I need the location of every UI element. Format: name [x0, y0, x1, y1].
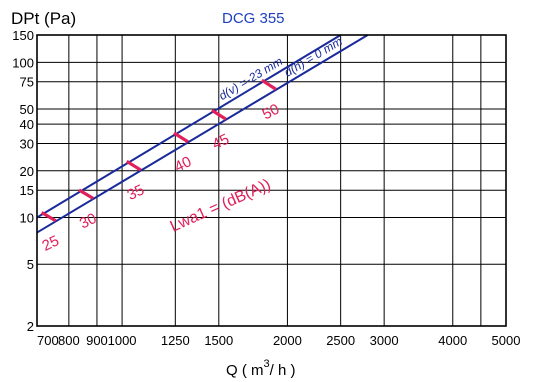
y-tick-label: 75: [20, 75, 34, 90]
x-tick-label: 700: [37, 333, 59, 348]
x-axis-title-suffix: / h ): [270, 362, 296, 379]
y-tick-label: 2: [27, 319, 34, 334]
x-tick-label: 3000: [370, 333, 399, 348]
x-tick-label: 1250: [161, 333, 190, 348]
grid-lines: [36, 34, 506, 327]
chart-title: DCG 355: [222, 10, 285, 27]
x-tick-label: 800: [58, 333, 80, 348]
x-tick-label: 4000: [438, 333, 467, 348]
y-tick-label: 150: [12, 28, 34, 43]
series-line-dv: [36, 34, 342, 219]
noise-marker: [260, 78, 277, 91]
x-axis-title-sup: 3: [264, 358, 270, 370]
noise-marker: [78, 188, 94, 200]
y-tick-label: 10: [20, 211, 34, 226]
y-tick-label: 40: [20, 117, 34, 132]
noise-level-label: 40: [172, 153, 194, 176]
x-axis-title: Q ( m3/ h ): [226, 358, 295, 379]
y-tick-label: 15: [20, 183, 34, 198]
y-tick-label: 20: [20, 164, 34, 179]
noise-level-label: 45: [210, 131, 232, 154]
y-tick-label: 5: [27, 257, 34, 272]
noise-level-label: 50: [260, 101, 282, 124]
y-tick-label: 50: [20, 102, 34, 117]
x-axis-title-prefix: Q ( m: [226, 362, 264, 379]
x-tick-label: 1000: [108, 333, 137, 348]
series-line-dh: [36, 34, 369, 234]
x-tick-label: 900: [86, 333, 108, 348]
y-axis-title: DPt (Pa): [11, 9, 76, 28]
noise-level-label: 35: [125, 181, 147, 204]
x-tick-label: 2500: [326, 333, 355, 348]
y-tick-label: 100: [12, 55, 34, 70]
plot-frame: [36, 34, 507, 327]
noise-marker: [40, 211, 57, 223]
noise-level-label: 25: [39, 232, 61, 255]
noise-marker: [125, 160, 142, 172]
noise-marker: [210, 108, 227, 121]
x-tick-label: 2000: [273, 333, 302, 348]
x-tick-labels: 700 800 900 1000 1250 1500 2000 2500 3000 4000 500…: [37, 333, 520, 348]
series-lines: d(v) =-23 mmd(h) = 0 mm: [36, 34, 369, 234]
series-label: d(v) =-23 mm: [216, 54, 285, 103]
series-label: d(h) = 0 mm: [282, 34, 345, 79]
x-tick-label: 5000: [492, 333, 521, 348]
lwa-label: Lwa1 = (dB(A)): [168, 176, 274, 235]
noise-marker: [173, 131, 189, 144]
noise-level-label: 30: [77, 210, 99, 233]
y-tick-label: 30: [20, 136, 34, 151]
x-tick-label: 1500: [204, 333, 233, 348]
noise-markers: 25 30 35 40 45 50 Lwa1 = (dB(A)): [39, 78, 282, 255]
